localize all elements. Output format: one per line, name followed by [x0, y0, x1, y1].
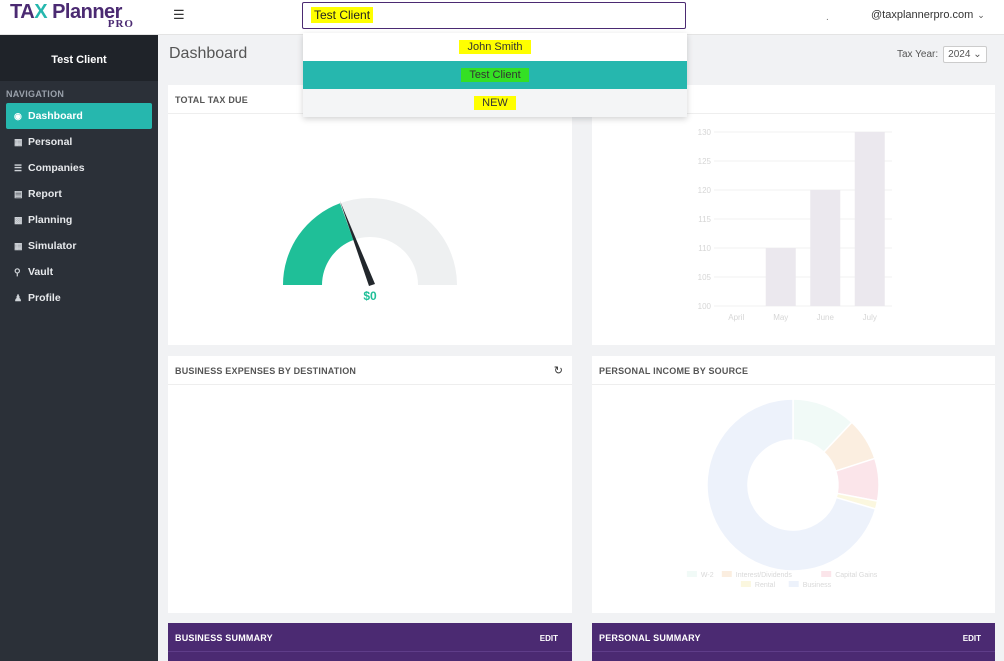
- x-tick-label: July: [863, 313, 877, 322]
- legend-label: Rental: [755, 582, 776, 589]
- x-tick-label: May: [773, 313, 788, 322]
- tax-year-select[interactable]: 2024 ⌄: [943, 46, 987, 63]
- key-icon: ⚲: [14, 266, 21, 277]
- total-tax-due-panel: TOTAL TAX DUE $0: [168, 85, 572, 345]
- tax-gauge: $0: [283, 198, 457, 303]
- page-title: Dashboard: [169, 45, 248, 62]
- y-tick-label: 100: [698, 302, 712, 311]
- dropdown-item-new[interactable]: NEW: [303, 89, 687, 117]
- sidebar-item-planning[interactable]: ▩ Planning: [6, 207, 152, 233]
- legend-swatch: [788, 581, 799, 587]
- bar: [854, 132, 885, 306]
- y-tick-label: 130: [698, 128, 712, 137]
- dropdown-item-label: Test Client: [461, 68, 529, 82]
- legend-swatch: [721, 571, 732, 577]
- legend-label: Business: [803, 582, 832, 589]
- dropdown-item-label: NEW: [474, 96, 516, 110]
- logo-sub-text: PRO: [107, 18, 134, 30]
- app-logo[interactable]: TAX Planner PRO: [10, 1, 140, 33]
- nav-section-title: NAVIGATION: [6, 89, 65, 99]
- search-input-value: Test Client: [311, 7, 374, 23]
- panel-title: PERSONAL SUMMARY: [592, 623, 995, 652]
- gauge-fill: [283, 203, 354, 285]
- business-expenses-panel: BUSINESS EXPENSES BY DESTINATION ↻: [168, 356, 572, 613]
- sidebar-item-label: Dashboard: [28, 110, 83, 122]
- dropdown-item-test-client[interactable]: Test Client: [303, 61, 687, 89]
- list-icon: ☰: [14, 162, 23, 173]
- personal-summary-panel: PERSONAL SUMMARY EDIT: [592, 623, 995, 661]
- menu-toggle-icon[interactable]: ☰: [173, 7, 185, 22]
- y-tick-label: 125: [698, 157, 712, 166]
- sidebar-item-profile[interactable]: ♟ Profile: [6, 285, 152, 311]
- legend-label: Interest/Dividends: [736, 572, 793, 579]
- sidebar-item-label: Planning: [28, 214, 73, 226]
- donut-slice: [706, 398, 877, 572]
- sidebar: Test Client NAVIGATION ◉ Dashboard ▦ Per…: [0, 35, 158, 661]
- logo-main-text: TAX Planner: [10, 1, 122, 23]
- dropdown-item-john-smith[interactable]: John Smith: [303, 33, 687, 61]
- chevron-down-icon: ⌄: [977, 10, 985, 20]
- y-tick-label: 105: [698, 273, 712, 282]
- sidebar-item-label: Vault: [28, 266, 54, 278]
- legend-label: W-2: [701, 572, 714, 579]
- business-summary-panel: BUSINESS SUMMARY EDIT: [168, 623, 572, 661]
- tax-year-value: 2024: [948, 49, 971, 60]
- panel-title: PERSONAL INCOME BY SOURCE: [592, 356, 995, 385]
- x-tick-label: April: [728, 313, 744, 322]
- calculator-icon: ▦: [14, 240, 23, 251]
- sidebar-item-label: Personal: [28, 136, 73, 148]
- bar: [810, 190, 841, 306]
- dropdown-item-label: John Smith: [459, 40, 531, 54]
- personal-income-panel: PERSONAL INCOME BY SOURCE W-2 Interest/Di…: [592, 356, 995, 613]
- sidebar-item-report[interactable]: ▤ Report: [6, 181, 152, 207]
- panel-title: [592, 85, 995, 114]
- legend-swatch: [821, 571, 832, 577]
- personal-summary-edit-button[interactable]: EDIT: [962, 634, 981, 643]
- sidebar-item-label: Companies: [28, 162, 85, 174]
- gauge-needle: [340, 201, 375, 286]
- top-bar: TAX Planner PRO ☰ Test Client . @taxplan…: [0, 0, 1004, 35]
- chevron-down-icon: ⌄: [973, 49, 982, 60]
- dashboard-icon: ◉: [14, 110, 22, 121]
- table-icon: ▦: [14, 136, 23, 147]
- legend-label: Capital Gains: [835, 572, 878, 579]
- sidebar-item-label: Simulator: [28, 240, 77, 252]
- sidebar-item-label: Profile: [28, 292, 61, 304]
- user-icon: ♟: [14, 292, 23, 303]
- sidebar-item-vault[interactable]: ⚲ Vault: [6, 259, 152, 285]
- legend-swatch: [740, 581, 751, 587]
- client-search-input[interactable]: Test Client: [302, 2, 686, 29]
- legend-swatch: [686, 571, 697, 577]
- y-tick-label: 115: [698, 215, 711, 224]
- nav-list: ◉ Dashboard ▦ Personal ☰ Companies ▤ Rep…: [0, 103, 158, 311]
- bar: [765, 248, 796, 306]
- sidebar-item-simulator[interactable]: ▦ Simulator: [6, 233, 152, 259]
- logo-x-mark: X: [34, 1, 48, 23]
- logo-text: TAX Planner: [10, 1, 122, 24]
- personal-income-donut-chart: W-2 Interest/Dividends Capital Gains Rental…: [686, 398, 880, 589]
- sidebar-item-dashboard[interactable]: ◉ Dashboard: [6, 103, 152, 129]
- sidebar-client-name: Test Client: [0, 35, 158, 81]
- panel-title: BUSINESS SUMMARY: [168, 623, 572, 652]
- x-tick-label: June: [817, 313, 835, 322]
- user-email-text: @taxplannerpro.com: [871, 9, 974, 21]
- y-tick-label: 110: [698, 244, 711, 253]
- tax-year-label: Tax Year:: [897, 49, 939, 60]
- sidebar-item-companies[interactable]: ☰ Companies: [6, 155, 152, 181]
- business-summary-edit-button[interactable]: EDIT: [539, 634, 558, 643]
- separator-dot: .: [826, 12, 829, 23]
- monthly-bar-chart-panel: 100 105 110 115 120 125 130 April May June July: [592, 85, 995, 345]
- gauge-value: $0: [363, 289, 377, 303]
- user-menu[interactable]: @taxplannerpro.com ⌄: [871, 9, 985, 21]
- sidebar-item-personal[interactable]: ▦ Personal: [6, 129, 152, 155]
- monthly-bar-chart: 100 105 110 115 120 125 130 April May June July: [698, 128, 892, 322]
- sitemap-icon: ▩: [14, 214, 23, 225]
- panel-title: BUSINESS EXPENSES BY DESTINATION: [168, 356, 572, 385]
- document-icon: ▤: [14, 188, 23, 199]
- tax-year-control: Tax Year: 2024 ⌄: [897, 46, 987, 63]
- client-search-dropdown: John Smith Test Client NEW: [303, 33, 687, 117]
- sidebar-item-label: Report: [28, 188, 62, 200]
- refresh-icon[interactable]: ↻: [553, 365, 563, 377]
- y-tick-label: 120: [698, 186, 712, 195]
